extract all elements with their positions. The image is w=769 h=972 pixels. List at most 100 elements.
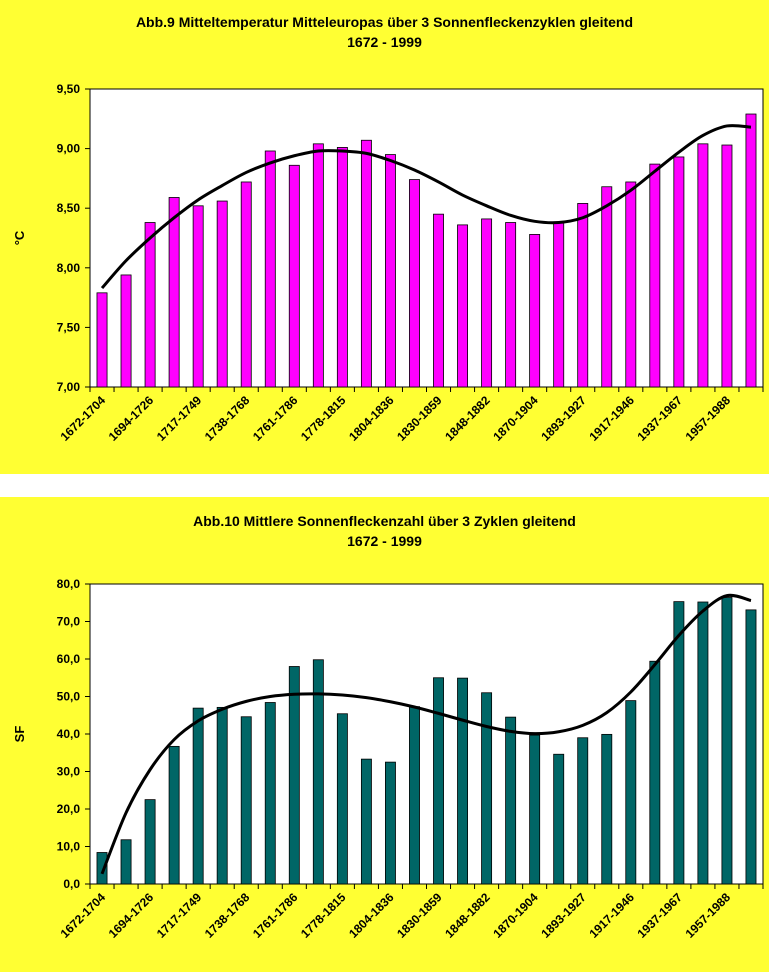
bar: [745, 113, 757, 388]
bar: [409, 179, 420, 388]
chart-panel-abb9: Abb.9 Mitteltemperatur Mitteleuropas übe…: [0, 0, 769, 474]
bar: [192, 205, 204, 388]
bar: [433, 213, 444, 388]
x-tick-label: 1870-1904: [490, 393, 541, 444]
bar: [553, 222, 565, 388]
y-axis-label: SF: [12, 726, 27, 743]
chart-title-block: Abb.9 Mitteltemperatur Mitteleuropas übe…: [0, 12, 769, 52]
bar: [96, 292, 108, 388]
x-tick-label: 1848-1882: [442, 890, 493, 941]
chart-title-block: Abb.10 Mittlere Sonnenfleckenzahl über 3…: [0, 511, 769, 551]
bar: [288, 164, 300, 388]
x-tick-label: 1717-1749: [154, 890, 205, 941]
bar: [360, 139, 372, 388]
trend-line: [100, 124, 752, 290]
x-tick-label: 1778-1815: [298, 393, 349, 444]
y-tick-label: 70,0: [57, 615, 81, 629]
bar: [457, 224, 469, 388]
x-tick-label: 1804-1836: [346, 393, 397, 444]
bar: [697, 143, 709, 388]
bar: [529, 734, 541, 885]
x-tick-label: 1893-1927: [538, 393, 589, 444]
sunspot-chart: 0,0 10,0 20,0 30,0 40,0 50,0 60,0 70,0 80,0 SF 167…: [12, 577, 764, 941]
bar: [721, 144, 733, 388]
x-tick-label: 1937-1967: [635, 393, 686, 444]
y-tick-label: 8,50: [57, 201, 81, 215]
x-tick-label: 1830-1859: [394, 890, 445, 941]
x-tick-label: 1672-1704: [58, 890, 109, 941]
x-tick-label: 1672-1704: [58, 393, 109, 444]
x-tick-label: 1917-1946: [586, 890, 637, 941]
y-tick-label: 0,0: [63, 877, 80, 891]
bar: [336, 713, 348, 885]
x-tick-label: 1778-1815: [298, 890, 349, 941]
x-tick-label: 1694-1726: [106, 393, 157, 444]
trend-line: [100, 593, 752, 875]
x-tick-label: 1738-1768: [202, 393, 253, 444]
bar: [481, 218, 493, 388]
x-tick-label: 1761-1786: [250, 890, 301, 941]
bar: [240, 716, 252, 885]
x-tick-label: 1870-1904: [490, 890, 541, 941]
bar: [192, 707, 204, 885]
x-tick-label: 1804-1836: [346, 890, 397, 941]
bar: [745, 609, 757, 885]
bar: [216, 706, 228, 885]
bar: [409, 706, 420, 885]
bar: [649, 163, 661, 388]
chart-subtitle: 1672 - 1999: [347, 34, 422, 50]
y-tick-label: 8,00: [57, 261, 81, 275]
bar: [697, 601, 709, 885]
bar: [336, 147, 348, 388]
x-tick-label: 1893-1927: [538, 890, 589, 941]
bar: [120, 274, 132, 388]
bar: [625, 700, 637, 885]
bar: [481, 692, 493, 885]
bar: [673, 156, 685, 388]
y-tick-label: 9,50: [57, 82, 81, 96]
bar: [505, 222, 517, 388]
bar: [721, 597, 733, 885]
y-tick-label: 10,0: [57, 840, 81, 854]
bar: [312, 659, 324, 885]
y-tick-label: 9,00: [57, 142, 81, 156]
y-tick-label: 60,0: [57, 652, 81, 666]
chart-panel-abb10: Abb.10 Mittlere Sonnenfleckenzahl über 3…: [0, 497, 769, 972]
bar: [360, 758, 372, 885]
x-tick-label: 1848-1882: [442, 393, 493, 444]
bar: [577, 737, 589, 885]
y-tick-label: 20,0: [57, 802, 81, 816]
x-tick-label: 1830-1859: [394, 393, 445, 444]
bar: [384, 761, 396, 885]
bar: [649, 660, 661, 885]
bar: [144, 222, 156, 388]
x-tick-label: 1917-1946: [586, 393, 637, 444]
bar: [577, 203, 589, 388]
plot-area: [89, 583, 764, 885]
bar: [264, 702, 276, 885]
bar: [144, 799, 156, 885]
bar: [433, 677, 444, 885]
x-tick-label: 1694-1726: [106, 890, 157, 941]
bar: [216, 200, 228, 388]
chart-title: Abb.10 Mittlere Sonnenfleckenzahl über 3…: [193, 513, 576, 529]
bar: [312, 143, 324, 388]
bar: [96, 852, 108, 885]
x-tick-label: 1957-1988: [683, 890, 734, 941]
plot-area: [89, 88, 764, 388]
bar: [529, 234, 541, 388]
bar: [120, 839, 132, 885]
bar: [264, 150, 276, 388]
bar: [288, 666, 300, 885]
bar: [240, 181, 252, 388]
y-axis-label: °C: [12, 230, 27, 245]
y-tick-label: 40,0: [57, 727, 81, 741]
bar: [601, 733, 613, 885]
chart-title: Abb.9 Mitteltemperatur Mitteleuropas übe…: [135, 14, 634, 30]
x-tick-label: 1717-1749: [154, 393, 205, 444]
x-tick-label: 1937-1967: [635, 890, 686, 941]
bar: [168, 745, 180, 885]
bar: [673, 601, 685, 885]
chart-subtitle: 1672 - 1999: [347, 533, 422, 549]
x-tick-label: 1957-1988: [683, 393, 734, 444]
